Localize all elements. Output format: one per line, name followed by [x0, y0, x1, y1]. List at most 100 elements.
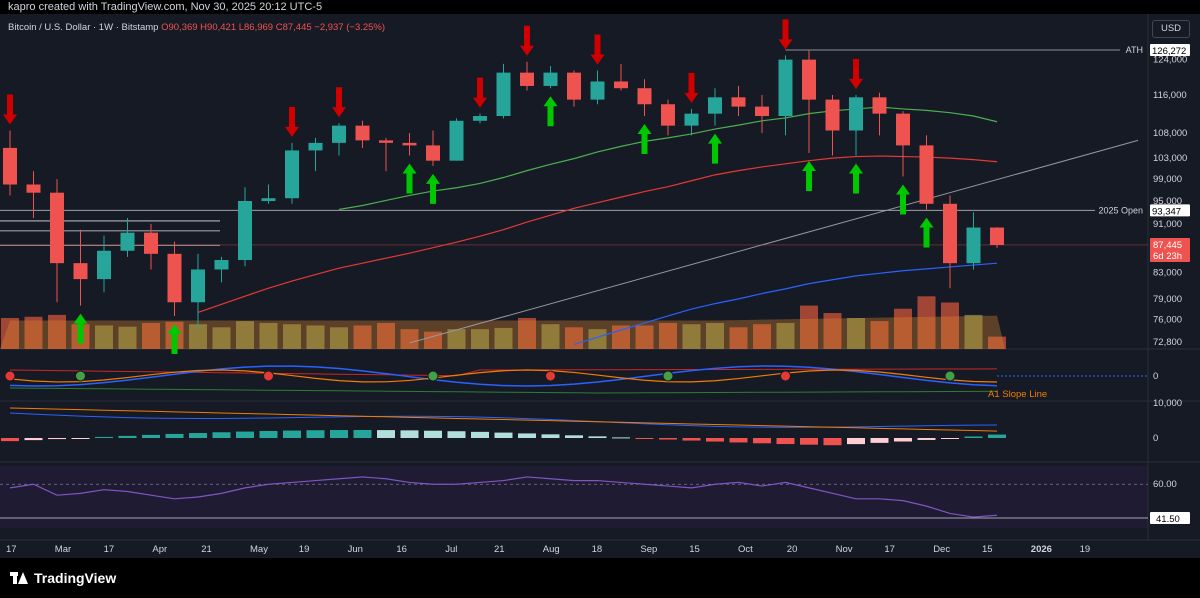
time-axis-label: 21 [494, 544, 505, 555]
candle [285, 142, 299, 204]
time-axis-label: Mar [55, 544, 71, 555]
candle [332, 123, 346, 156]
time-axis-label: 16 [396, 544, 407, 555]
created-by-text: kapro created with TradingView.com, Nov … [8, 1, 323, 13]
tradingview-logo[interactable]: TradingView [10, 570, 116, 586]
buy-arrow-icon [73, 313, 88, 344]
volume-bar [48, 314, 66, 349]
volume-bar [682, 324, 701, 349]
candle-body [872, 97, 887, 114]
time-axis-label: Nov [836, 544, 853, 555]
last-price-tag-box [1150, 237, 1190, 262]
candle [26, 171, 41, 219]
histogram-bar [494, 432, 513, 438]
footer-bar: TradingView [0, 558, 1200, 598]
time-axis-label: 15 [982, 544, 993, 555]
histogram-bar [729, 438, 748, 443]
volume-bar [635, 325, 654, 349]
candle-body [896, 113, 910, 146]
volume-bar [189, 324, 207, 349]
sell-arrow-icon [590, 34, 605, 65]
candle [943, 195, 957, 289]
candle-body [943, 203, 957, 264]
osc1-axis-label: 0 [1153, 371, 1158, 382]
candle [637, 79, 652, 117]
signal-dot [662, 370, 674, 382]
histogram-bar [847, 438, 865, 445]
candle-body [778, 59, 793, 117]
candle-body [849, 97, 863, 131]
moving-average-line [197, 155, 998, 314]
candle-body [50, 192, 64, 264]
osc1-legend-label: A1 Slope Line [988, 389, 1047, 400]
candle-body [520, 72, 534, 86]
volume-bar [212, 327, 231, 349]
candle [872, 92, 887, 136]
volume-bar [283, 324, 301, 349]
brand-text: TradingView [34, 570, 117, 586]
price-axis-label: 76,000 [1153, 314, 1182, 325]
time-axis-label: 21 [201, 544, 212, 555]
candle [426, 130, 440, 166]
histogram-bar [283, 430, 301, 438]
volume-bar [870, 321, 889, 349]
buy-arrow-icon [402, 163, 417, 194]
volume-bar [1, 318, 19, 349]
volume-bar [776, 322, 795, 349]
volume-bar [377, 322, 395, 349]
histogram-bar [236, 431, 254, 438]
price-axis-label: 83,000 [1153, 268, 1182, 279]
histogram-bar [24, 438, 43, 441]
candle [379, 137, 393, 172]
histogram-bar [353, 430, 372, 438]
histogram-bar [612, 437, 630, 439]
candle [191, 253, 205, 330]
candle-body [637, 88, 652, 105]
candle [849, 95, 863, 156]
sell-arrow-icon [778, 19, 793, 50]
volume-bar [706, 322, 724, 349]
candle-body [355, 125, 370, 141]
buy-arrow-icon [637, 124, 652, 155]
candle-body [708, 97, 722, 114]
time-axis-label: Dec [933, 544, 950, 555]
volume-bar [494, 327, 513, 349]
histogram-bar [48, 438, 66, 440]
histogram-bar [682, 438, 701, 441]
osc2-axis-label: 10,000 [1153, 398, 1182, 409]
candle-body [614, 81, 628, 89]
candle [778, 55, 793, 136]
sell-arrow-icon [520, 25, 534, 56]
candle [661, 99, 675, 136]
histogram-bar [541, 434, 560, 438]
rsi-band [0, 466, 1148, 528]
rsi-level-label: 60.00 [1153, 479, 1177, 490]
sell-arrow-icon [285, 106, 299, 137]
histogram-bar [776, 438, 795, 445]
signal-dot [75, 370, 86, 382]
volume-bar [518, 318, 536, 349]
symbol-legend: Bitcoin / U.S. Dollar · 1W · Bitstamp O9… [8, 22, 385, 33]
candle-body [285, 150, 299, 199]
tradingview-logo-icon [10, 572, 28, 584]
sell-arrow-icon [332, 87, 346, 118]
candle-body [567, 72, 581, 100]
currency-button[interactable]: USD [1152, 20, 1190, 38]
volume-bar [988, 336, 1006, 349]
histogram-bar [259, 430, 278, 438]
time-axis-label: 19 [299, 544, 310, 555]
time-axis-label: 2026 [1031, 544, 1052, 555]
histogram-bar [823, 438, 842, 446]
price-axis-label: 79,000 [1153, 294, 1182, 305]
candle [473, 113, 487, 124]
candle-body [684, 113, 699, 126]
chart-canvas[interactable]: 124,000 116,000 108,000 103,000 99,000 95,000… [0, 0, 1200, 558]
candle [825, 95, 840, 156]
histogram-bar [424, 430, 442, 438]
candle-body [426, 145, 440, 161]
signal-dot [263, 370, 274, 382]
histogram-bar [753, 438, 771, 444]
rsi-line [9, 476, 998, 518]
histogram-bar [941, 438, 959, 439]
histogram-bar [447, 431, 466, 438]
